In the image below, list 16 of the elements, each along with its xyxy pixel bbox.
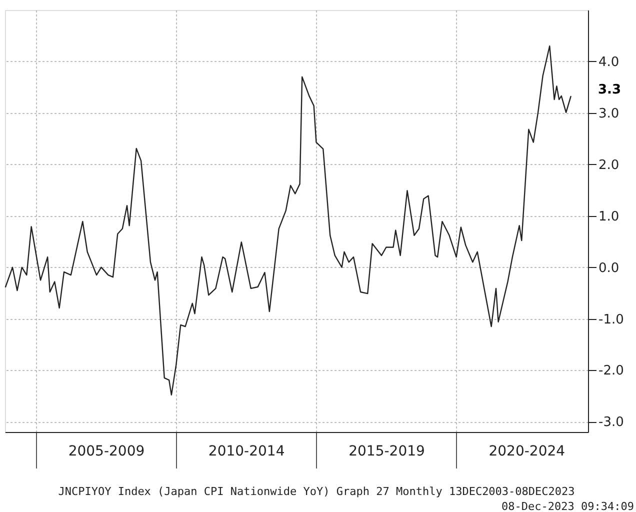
- y-tick-label: 2.0: [598, 158, 620, 173]
- x-tick-label: 2015-2019: [348, 444, 425, 460]
- x-tick-label: 2005-2009: [68, 444, 145, 460]
- text: 08-Dec-2023 09:34:09: [502, 500, 634, 512]
- y-tick-label: -1.0: [598, 312, 624, 328]
- y-tick-label: 3.0: [598, 106, 620, 122]
- y-tick-label: 0.0: [598, 260, 620, 276]
- x-tick-label: 2010-2014: [208, 444, 285, 460]
- x-tick-label: 2020-2024: [488, 444, 566, 460]
- y-tick-label: -3.0: [598, 415, 624, 430]
- y-tick-label: 4.0: [598, 54, 620, 70]
- text: JNCPIYOY Index (Japan CPI Nationwide YoY) Graph 27 Monthly 13DEC2003-08DEC2023: [58, 485, 575, 498]
- y-tick-label: 1.0: [598, 209, 620, 224]
- text: 3.3: [598, 82, 622, 98]
- y-tick-label: -2.0: [598, 364, 624, 379]
- line-series: [4, 45, 572, 396]
